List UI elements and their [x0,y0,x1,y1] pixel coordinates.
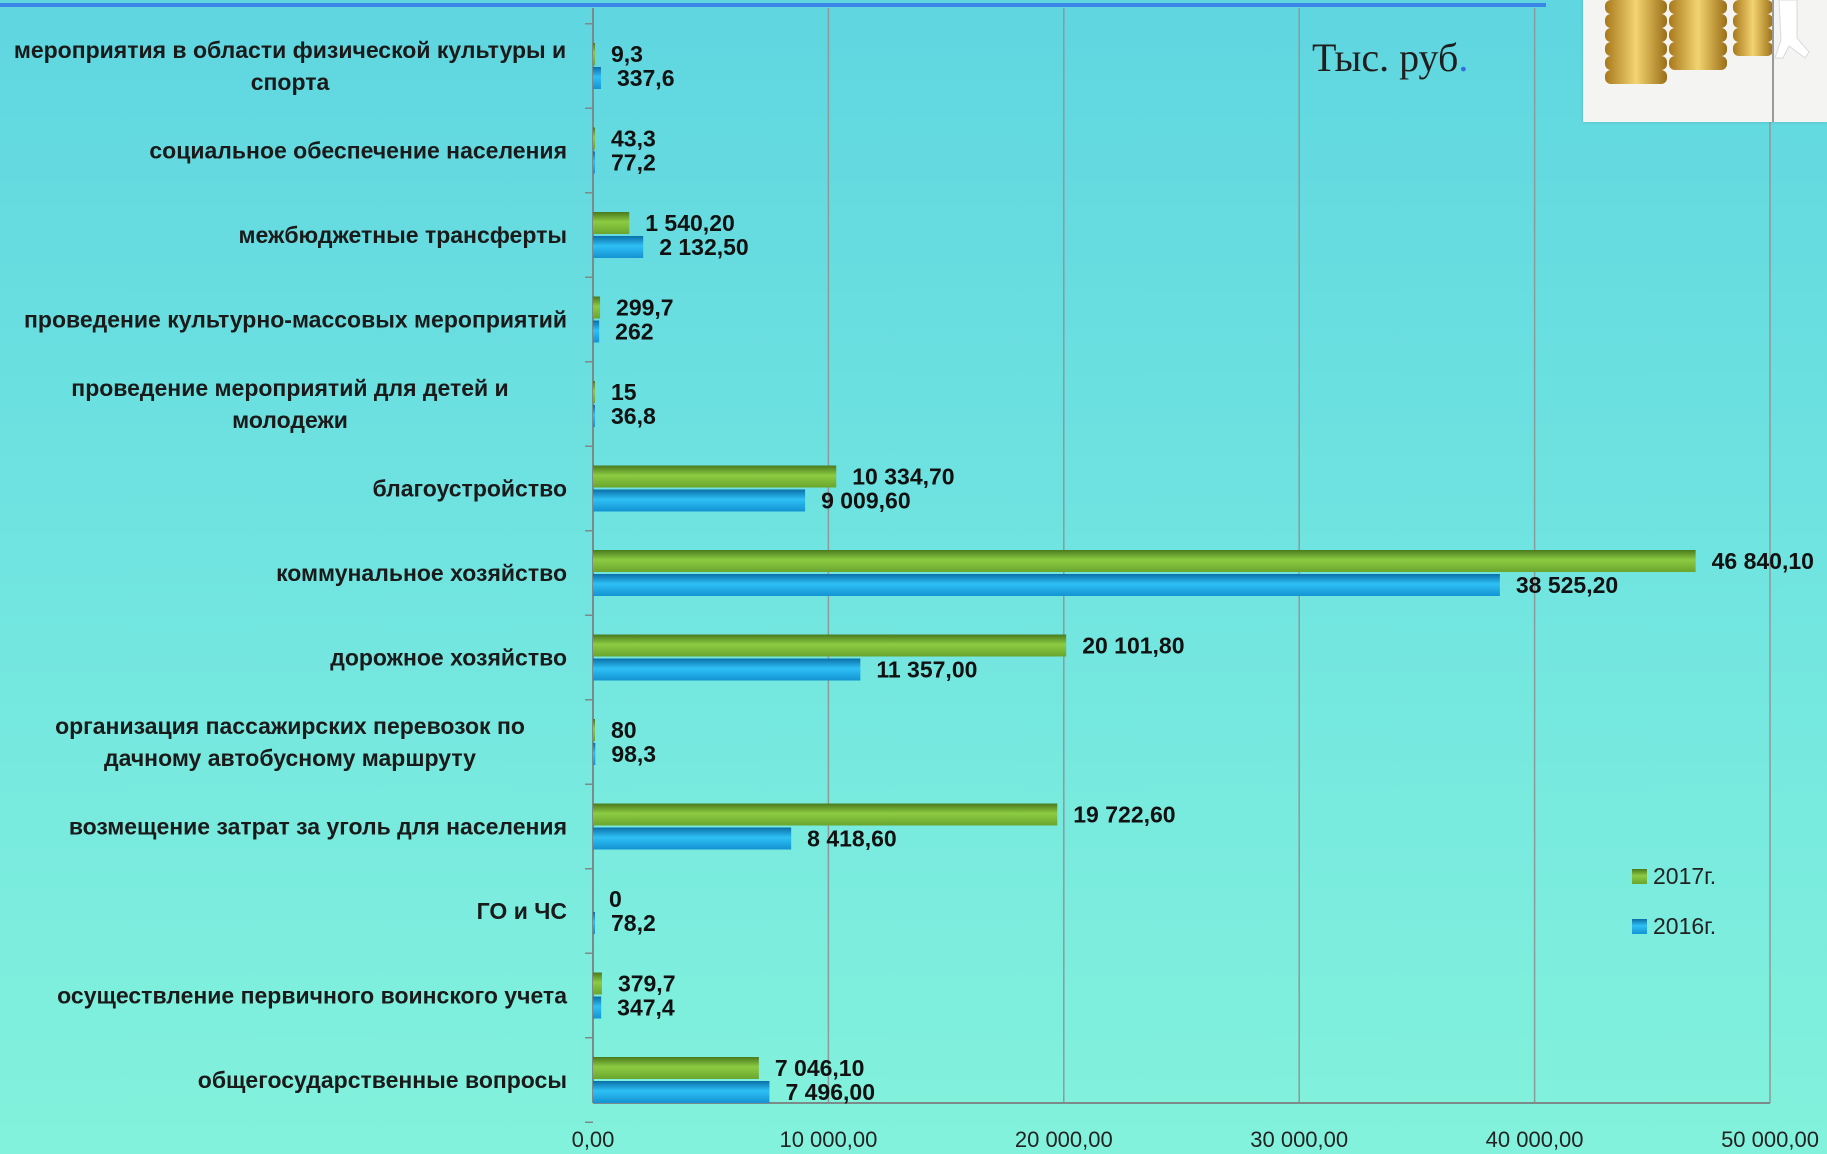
data-label: 98,3 [611,741,656,767]
category-label: благоустройство [372,476,567,502]
x-tick-label: 50 000,00 [1721,1127,1819,1152]
bar-2016 [593,489,806,512]
data-label: 11 357,00 [876,657,977,683]
legend: 2017г. 2016г. [1632,863,1716,939]
bar-2017 [593,1057,759,1079]
data-label: 8 418,60 [807,826,897,852]
bar-2016 [593,405,595,427]
header-rule [0,3,1546,7]
legend-label: 2016г. [1653,913,1716,939]
data-label: 43,3 [611,126,656,152]
category-label: проведение культурно-массовых мероприяти… [24,307,567,333]
bar-2016 [593,1081,770,1103]
x-tick-label: 40 000,00 [1486,1127,1584,1152]
bar-2017 [593,43,595,65]
bar-2016 [593,320,600,343]
bar-2017 [593,381,595,403]
data-label: 19 722,60 [1073,802,1175,828]
data-label: 77,2 [611,150,656,176]
category-labels: мероприятия в области физической культур… [14,37,567,1093]
category-label: межбюджетные трансферты [239,222,567,248]
category-label: организация пассажирских перевозок по [55,713,525,739]
legend-swatch [1632,919,1647,934]
bar-2017 [593,465,837,488]
data-label: 0 [609,886,622,912]
data-label: 9,3 [611,41,643,67]
data-label: 9 009,60 [821,488,911,514]
data-label: 10 334,70 [852,464,954,490]
data-label: 337,6 [617,65,675,91]
category-label: дорожное хозяйство [330,645,567,671]
data-label: 262 [615,319,653,345]
category-label: ГО и ЧС [477,898,567,924]
category-label: возмещение затрат за уголь для населения [69,814,567,840]
bar-2016 [593,574,1500,596]
bar-2016 [593,996,602,1019]
category-label: социальное обеспечение населения [149,138,567,164]
bar-2016 [593,151,595,174]
bar-2017 [593,550,1696,572]
bar-2016 [593,658,861,681]
data-label: 38 525,20 [1516,572,1618,598]
data-label: 379,7 [618,971,676,997]
bars [593,43,1696,1103]
data-label: 78,2 [611,910,656,936]
legend-label: 2017г. [1653,863,1716,889]
category-label: дачному автобусному маршруту [104,745,476,771]
data-label: 46 840,10 [1712,548,1814,574]
coins-image [1583,0,1827,122]
category-label: общегосударственные вопросы [198,1067,567,1093]
bar-2016 [593,827,792,850]
bar-2017 [593,803,1058,826]
data-label: 7 496,00 [785,1079,875,1105]
data-label: 36,8 [611,403,656,429]
data-label: 7 046,10 [775,1055,865,1081]
x-tick-label: 20 000,00 [1015,1127,1113,1152]
category-label: проведение мероприятий для детей и [71,375,508,401]
bar-2016 [593,67,601,89]
bar-2017 [593,719,595,741]
bar-2016 [593,743,596,765]
x-tick-label: 10 000,00 [779,1127,877,1152]
category-label: коммунальное хозяйство [276,560,567,586]
data-label: 347,4 [617,995,675,1021]
bar-2017 [593,972,602,995]
category-label: спорта [251,69,330,95]
bar-2017 [593,212,630,234]
data-label: 1 540,20 [645,210,735,236]
category-label: молодежи [232,407,348,433]
x-tick-label: 0,00 [572,1127,615,1152]
x-tick-label: 30 000,00 [1250,1127,1348,1152]
bar-2017 [593,127,595,150]
bar-2017 [593,634,1067,657]
x-axis-ticks: 0,00 10 000,00 20 000,00 30 000,00 40 000,00… [572,1127,1819,1152]
data-label: 80 [611,717,637,743]
category-label: мероприятия в области физической культур… [14,37,566,63]
data-label: 15 [611,379,637,405]
category-label: осуществление первичного воинского учета [57,983,567,1009]
data-label: 299,7 [616,295,674,321]
bar-2016 [593,236,644,258]
bar-2017 [593,296,601,319]
bar-2016 [593,912,595,934]
data-label: 20 101,80 [1082,633,1184,659]
legend-swatch [1632,869,1647,884]
data-label: 2 132,50 [659,234,749,260]
unit-label: Тыс. руб. [1312,35,1469,80]
